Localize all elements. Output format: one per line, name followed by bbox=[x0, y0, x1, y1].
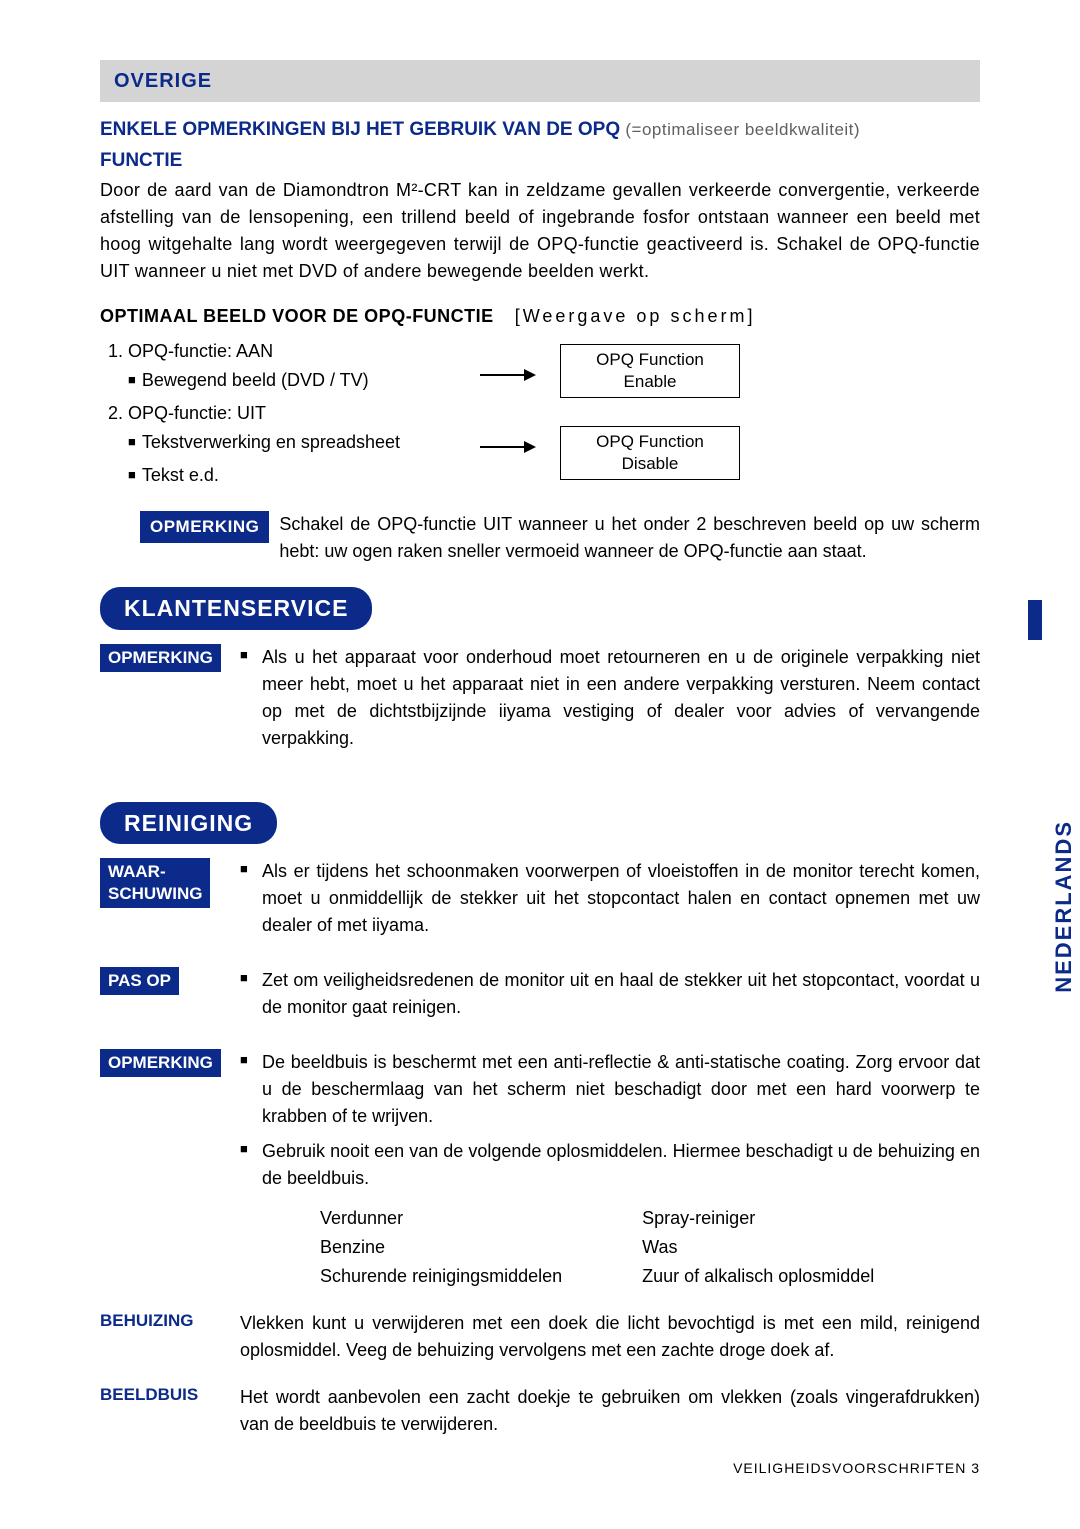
page-footer: VEILIGHEIDSVOORSCHRIFTEN 3 bbox=[100, 1458, 980, 1479]
overige-title: ENKELE OPMERKINGEN BIJ HET GEBRUIK VAN D… bbox=[100, 116, 980, 145]
opmerking-b1: De beeldbuis is beschermt met een anti-r… bbox=[240, 1049, 980, 1130]
waarschuwing-content: Als er tijdens het schoonmaken voorwerpe… bbox=[240, 858, 980, 947]
pasop-row: PAS OP Zet om veiligheidsredenen de moni… bbox=[100, 967, 980, 1029]
solvent-col1: Verdunner Benzine Schurende reinigingsmi… bbox=[320, 1204, 562, 1290]
behuizing-row: BEHUIZING Vlekken kunt u verwijderen met… bbox=[100, 1310, 980, 1364]
opq-text-col: 1. OPQ-functie: AAN Bewegend beeld (DVD … bbox=[100, 338, 460, 495]
pasop-text: Zet om veiligheidsredenen de monitor uit… bbox=[240, 967, 980, 1021]
opq-disable-box: OPQ Function Disable bbox=[560, 426, 740, 480]
opq-item2-bullet1: Tekstverwerking en spreadsheet bbox=[128, 429, 460, 456]
opmerking-row: OPMERKING De beeldbuis is beschermt met … bbox=[100, 1049, 980, 1290]
solvent-item: Was bbox=[642, 1233, 874, 1262]
overige-title-line2: FUNCTIE bbox=[100, 147, 980, 176]
opmerking-badge: OPMERKING bbox=[140, 511, 269, 543]
pasop-badge-wrap: PAS OP bbox=[100, 967, 240, 995]
reiniging-header: REINIGING bbox=[100, 802, 277, 845]
optimal-label: OPTIMAAL BEELD VOOR DE OPQ-FUNCTIE bbox=[100, 306, 494, 326]
opq-enable-box: OPQ Function Enable bbox=[560, 344, 740, 398]
opq-box1-l2: Enable bbox=[624, 372, 677, 391]
overige-note: OPMERKING Schakel de OPQ-functie UIT wan… bbox=[140, 511, 980, 565]
opq-item2-bullet2: Tekst e.d. bbox=[128, 462, 460, 489]
optimal-hint: [Weergave op scherm] bbox=[515, 306, 756, 326]
section-header-overige: OVERIGE bbox=[100, 60, 980, 102]
opq-block: 1. OPQ-functie: AAN Bewegend beeld (DVD … bbox=[100, 338, 980, 495]
solvent-item: Benzine bbox=[320, 1233, 562, 1262]
overige-body: Door de aard van de Diamondtron M²-CRT k… bbox=[100, 177, 980, 285]
behuizing-label: BEHUIZING bbox=[100, 1310, 240, 1332]
waarschuwing-badge: WAAR- SCHUWING bbox=[100, 858, 210, 908]
optimal-line: OPTIMAAL BEELD VOOR DE OPQ-FUNCTIE [Weer… bbox=[100, 303, 980, 330]
klant-note-row: OPMERKING Als u het apparaat voor onderh… bbox=[100, 644, 980, 760]
behuizing-text: Vlekken kunt u verwijderen met een doek … bbox=[240, 1310, 980, 1364]
opq-box2-l2: Disable bbox=[622, 454, 679, 473]
waarschuwing-text: Als er tijdens het schoonmaken voorwerpe… bbox=[240, 858, 980, 939]
opmerking-b2: Gebruik nooit een van de volgende oplosm… bbox=[240, 1138, 980, 1192]
klant-note-text: Als u het apparaat voor onderhoud moet r… bbox=[240, 644, 980, 752]
beeldbuis-label: BEELDBUIS bbox=[100, 1384, 240, 1406]
opq-box-col: OPQ Function Enable OPQ Function Disable bbox=[560, 338, 740, 480]
opq-box1-l1: OPQ Function bbox=[596, 350, 704, 369]
klant-header: KLANTENSERVICE bbox=[100, 587, 372, 630]
solvent-table: Verdunner Benzine Schurende reinigingsmi… bbox=[320, 1204, 980, 1290]
opq-item1-bullet: Bewegend beeld (DVD / TV) bbox=[128, 367, 460, 394]
overige-title-sub: (=optimaliseer beeldkwaliteit) bbox=[625, 120, 860, 139]
klant-content: Als u het apparaat voor onderhoud moet r… bbox=[240, 644, 980, 760]
opq-box2-l1: OPQ Function bbox=[596, 432, 704, 451]
overige-note-text: Schakel de OPQ-functie UIT wanneer u het… bbox=[279, 511, 980, 565]
opmerking-badge: OPMERKING bbox=[100, 1049, 221, 1077]
language-label: NEDERLANDS bbox=[1047, 820, 1080, 993]
klant-badge-wrap: OPMERKING bbox=[100, 644, 240, 672]
pasop-content: Zet om veiligheidsredenen de monitor uit… bbox=[240, 967, 980, 1029]
opq-item2: 2. OPQ-functie: UIT bbox=[108, 400, 460, 427]
pasop-badge: PAS OP bbox=[100, 967, 179, 995]
opmerking-badge: OPMERKING bbox=[100, 644, 221, 672]
arrow-right-icon bbox=[480, 440, 536, 454]
language-tab bbox=[1028, 600, 1042, 640]
solvent-col2: Spray-reiniger Was Zuur of alkalisch opl… bbox=[642, 1204, 874, 1290]
solvent-item: Spray-reiniger bbox=[642, 1204, 874, 1233]
beeldbuis-row: BEELDBUIS Het wordt aanbevolen een zacht… bbox=[100, 1384, 980, 1438]
solvent-item: Verdunner bbox=[320, 1204, 562, 1233]
overige-title-main: ENKELE OPMERKINGEN BIJ HET GEBRUIK VAN D… bbox=[100, 119, 625, 140]
opq-item1: 1. OPQ-functie: AAN bbox=[108, 338, 460, 365]
solvent-item: Zuur of alkalisch oplosmiddel bbox=[642, 1262, 874, 1291]
solvent-item: Schurende reinigingsmiddelen bbox=[320, 1262, 562, 1291]
arrow-right-icon bbox=[480, 368, 536, 382]
opmerking-content: De beeldbuis is beschermt met een anti-r… bbox=[240, 1049, 980, 1290]
waarschuwing-badge-wrap: WAAR- SCHUWING bbox=[100, 858, 240, 908]
arrow-col bbox=[480, 338, 540, 454]
opmerking-badge-wrap: OPMERKING bbox=[100, 1049, 240, 1077]
waarschuwing-row: WAAR- SCHUWING Als er tijdens het schoon… bbox=[100, 858, 980, 947]
beeldbuis-text: Het wordt aanbevolen een zacht doekje te… bbox=[240, 1384, 980, 1438]
